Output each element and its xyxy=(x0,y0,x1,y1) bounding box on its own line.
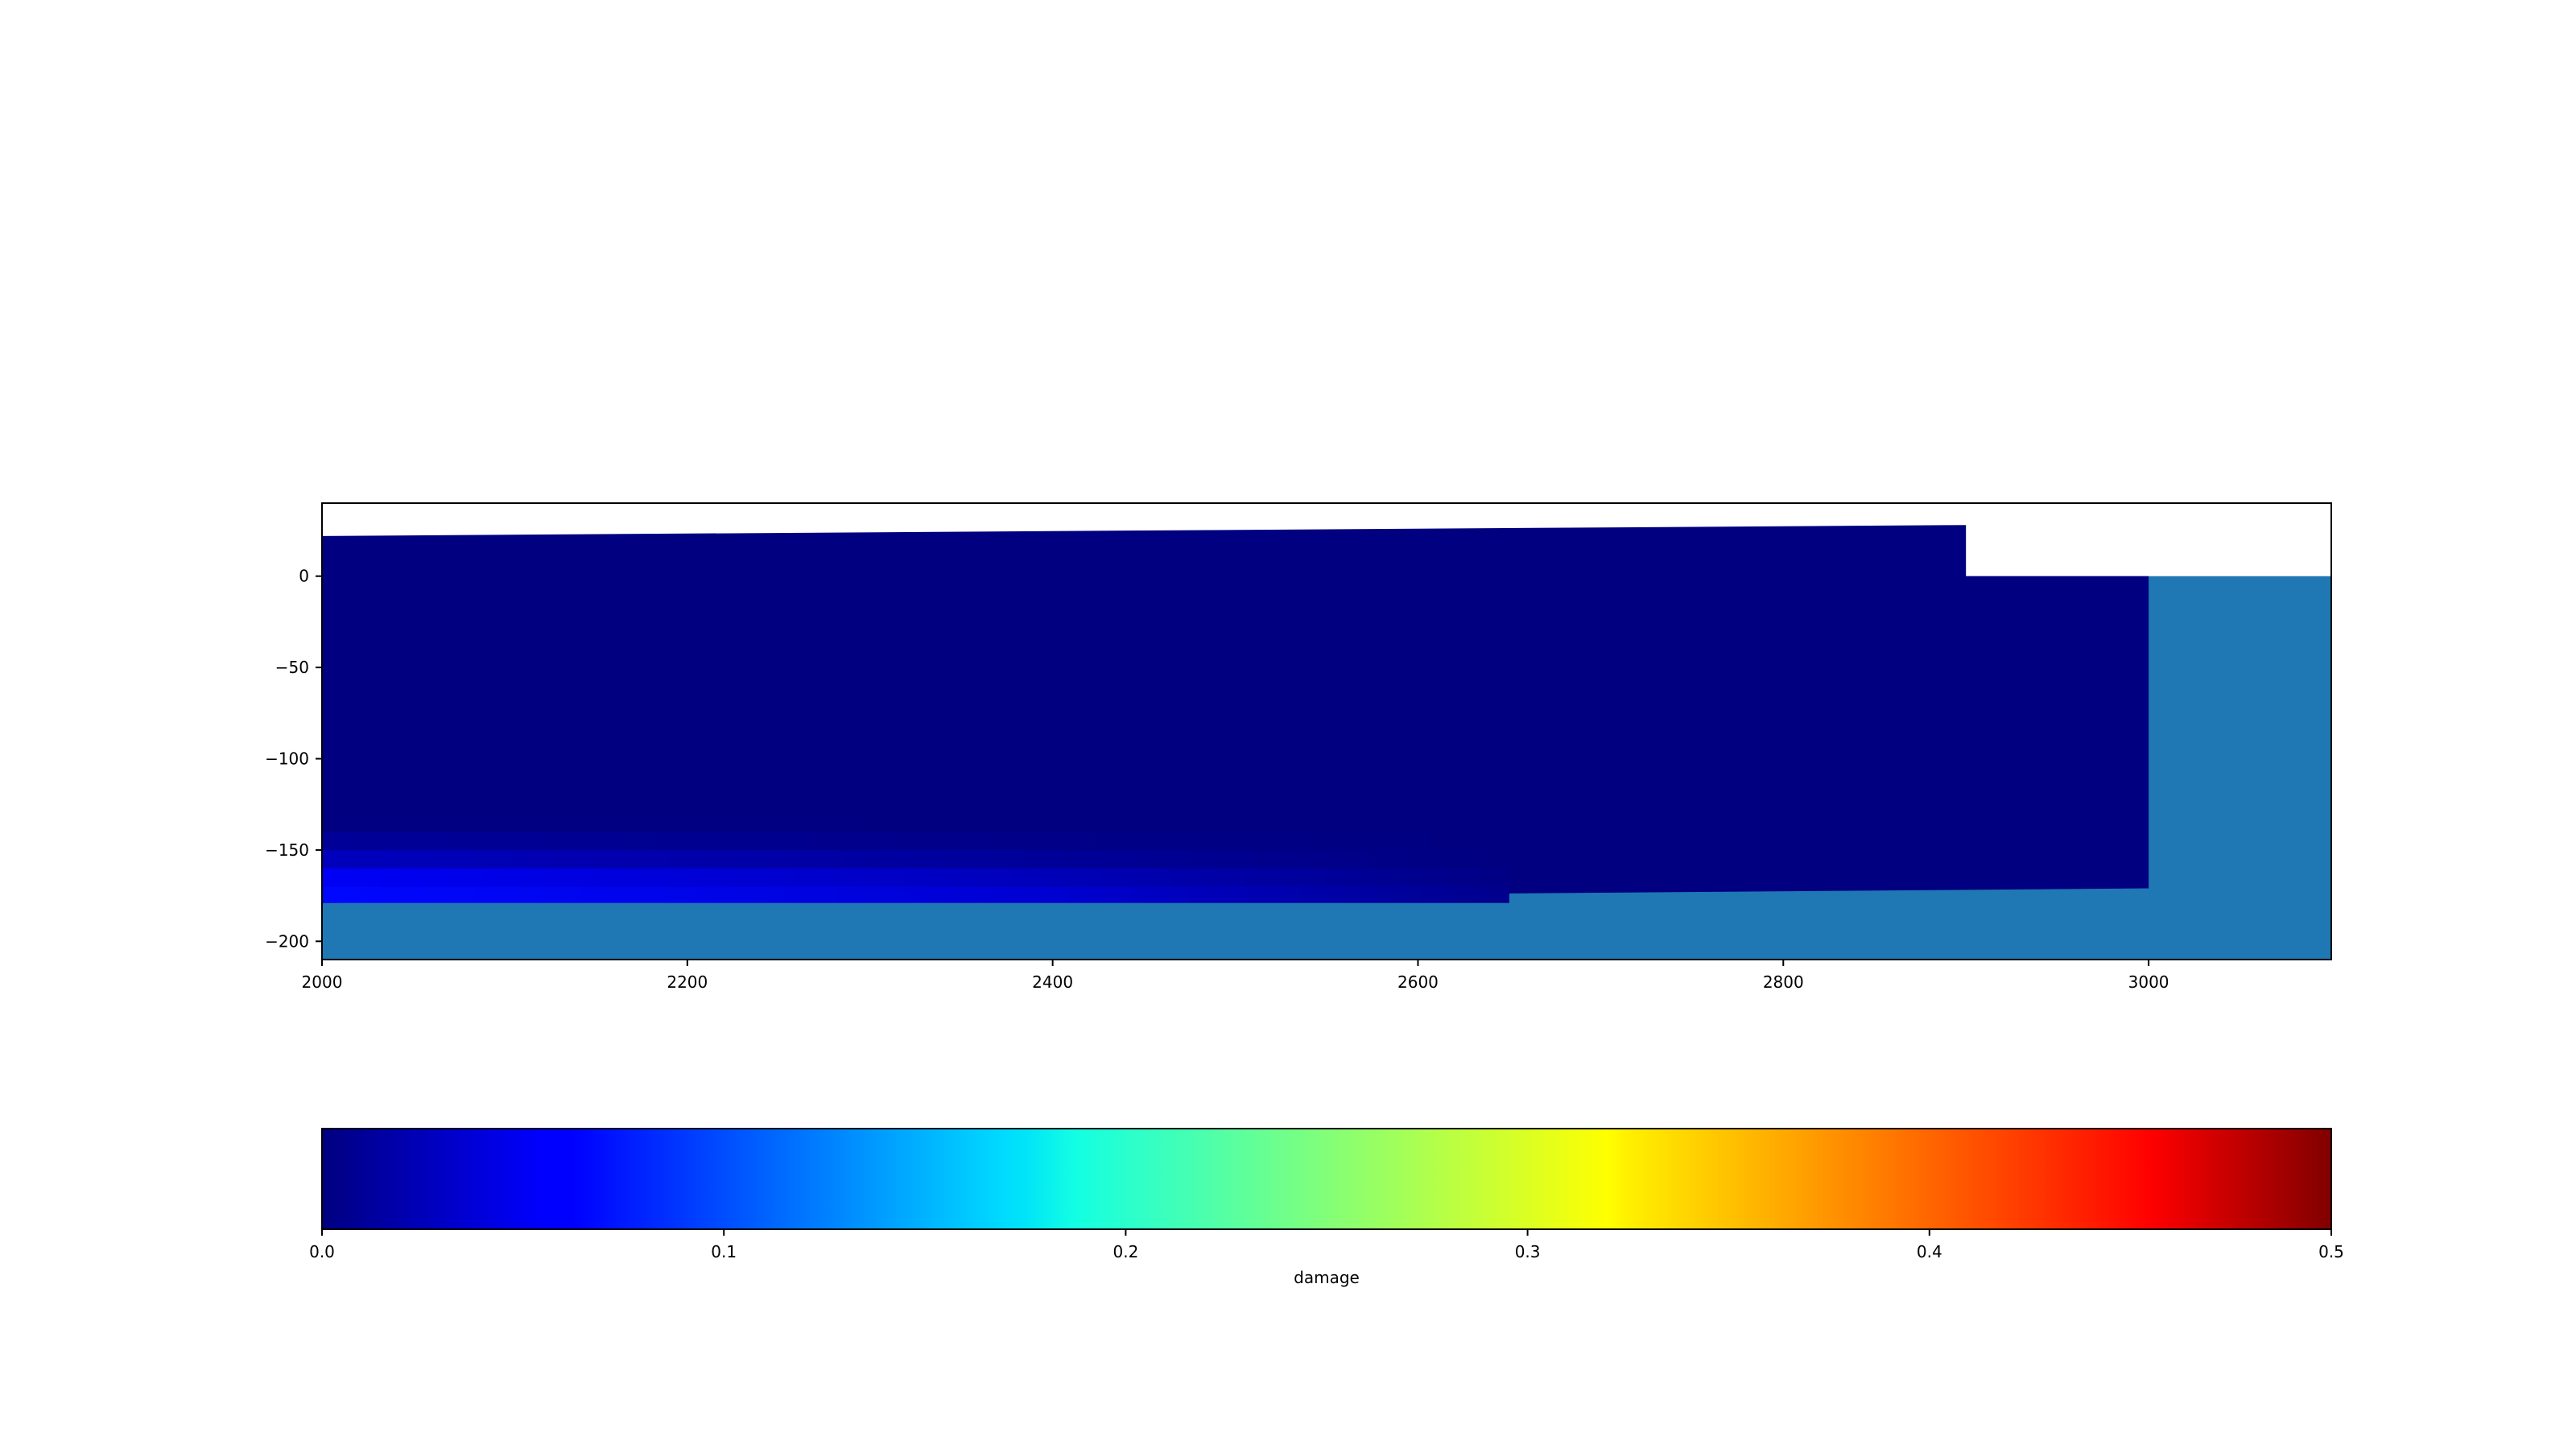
damage-bands xyxy=(322,832,1509,903)
y-axis: 0 −50 −100 −150 −200 xyxy=(265,567,322,951)
y-tick-label: −150 xyxy=(265,840,309,860)
colorbar-tick-label: 0.3 xyxy=(1515,1242,1541,1261)
y-tick-label: −200 xyxy=(265,931,309,951)
colorbar-tick-label: 0.1 xyxy=(711,1242,737,1261)
y-tick-label: 0 xyxy=(299,567,309,586)
colorbar-tick-label: 0.0 xyxy=(309,1242,335,1261)
plot-area xyxy=(322,525,2331,960)
colorbar-tick-label: 0.2 xyxy=(1113,1242,1138,1261)
colorbar-label: damage xyxy=(1294,1268,1360,1287)
y-tick-label: −50 xyxy=(275,658,309,677)
damage-band xyxy=(322,832,1509,850)
colorbar-gradient xyxy=(322,1129,2331,1229)
damage-band xyxy=(322,849,1509,869)
colorbar-tick-label: 0.5 xyxy=(2318,1242,2344,1261)
y-tick-label: −100 xyxy=(265,749,309,769)
colorbar-tick-label: 0.4 xyxy=(1917,1242,1942,1261)
colorbar-ticks: 0.0 0.1 0.2 0.3 0.4 0.5 xyxy=(309,1229,2344,1261)
x-tick-label: 2600 xyxy=(1397,972,1439,992)
x-tick-label: 2400 xyxy=(1032,972,1073,992)
colorbar-frame xyxy=(321,1128,2332,1230)
colorbar: 0.0 0.1 0.2 0.3 0.4 0.5 damage xyxy=(309,1128,2344,1287)
damage-field xyxy=(322,525,2149,903)
damage-band xyxy=(322,886,1509,903)
x-axis: 2000 2200 2400 2600 2800 3000 xyxy=(302,960,2169,992)
x-tick-label: 2800 xyxy=(1763,972,1804,992)
damage-band xyxy=(322,868,1509,887)
axes-frame xyxy=(321,502,2332,960)
x-tick-label: 3000 xyxy=(2128,972,2169,992)
x-tick-label: 2200 xyxy=(667,972,708,992)
x-tick-label: 2000 xyxy=(302,972,343,992)
